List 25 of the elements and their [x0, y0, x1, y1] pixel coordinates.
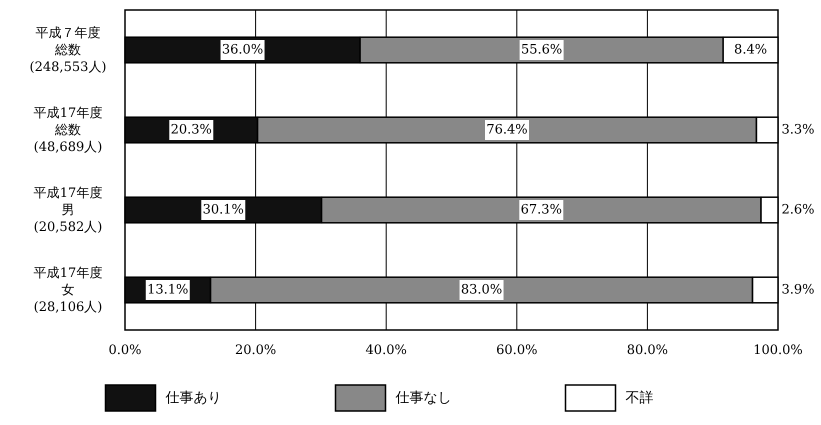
- data-label: 3.3%: [781, 122, 815, 138]
- x-tick-label: 100.0%: [753, 343, 803, 358]
- legend-label: 不詳: [626, 390, 654, 406]
- data-label: 55.6%: [520, 42, 562, 58]
- y-tick-label: 平成17年度男(20,582人): [34, 184, 102, 234]
- data-label: 30.1%: [202, 202, 244, 218]
- x-tick-label: 60.0%: [496, 343, 538, 358]
- data-label: 3.9%: [781, 282, 815, 298]
- y-tick-label: 平成17年度女(28,106人): [34, 264, 102, 314]
- x-tick-label: 80.0%: [626, 343, 668, 358]
- data-label: 8.4%: [734, 42, 768, 58]
- data-label: 36.0%: [222, 42, 264, 58]
- y-tick-label: 平成７年度総数(248,553人): [30, 24, 106, 74]
- data-label: 20.3%: [170, 122, 212, 138]
- data-label: 67.3%: [520, 202, 562, 218]
- x-tick-label: 40.0%: [366, 343, 407, 358]
- data-label: 83.0%: [460, 282, 502, 298]
- data-label: 13.1%: [147, 282, 188, 298]
- legend-label: 仕事あり: [164, 390, 222, 406]
- x-tick-label: 0.0%: [108, 343, 142, 358]
- y-tick-label: 平成17年度総数(48,689人): [34, 104, 102, 154]
- data-label: 2.6%: [781, 202, 815, 218]
- legend-label: 仕事なし: [394, 390, 452, 406]
- data-label: 76.4%: [486, 122, 528, 138]
- x-tick-label: 20.0%: [234, 343, 276, 358]
